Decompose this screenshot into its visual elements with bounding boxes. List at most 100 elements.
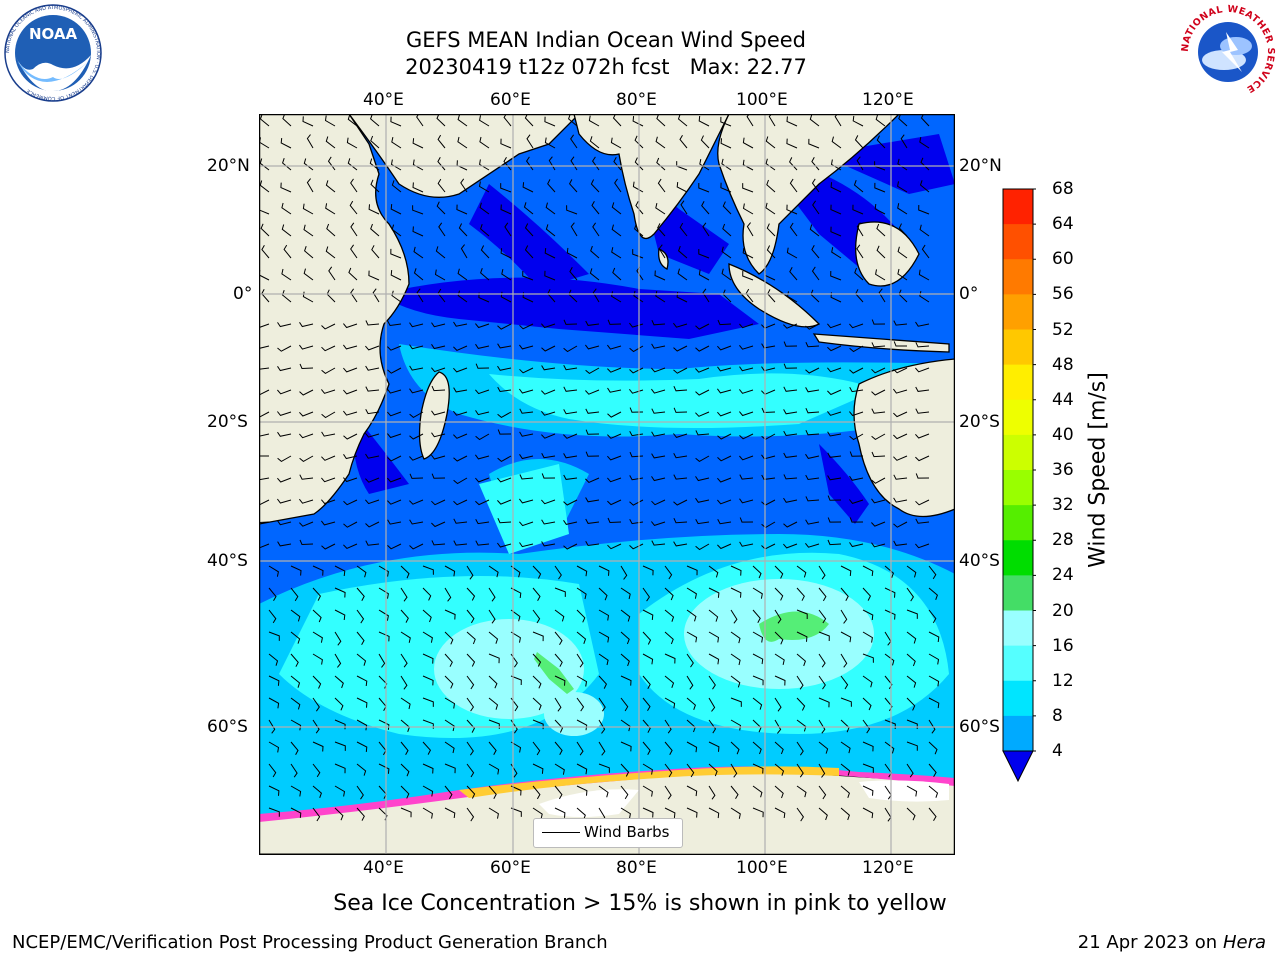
wind-barb [862, 741, 874, 752]
wind-barb [548, 156, 556, 171]
wind-barb [391, 180, 402, 193]
wind-barb [840, 609, 848, 624]
wind-barb [321, 411, 336, 419]
wind-barb [796, 609, 808, 619]
wind-barb [299, 539, 314, 546]
wind-barb [893, 455, 908, 461]
wind-barb [695, 430, 710, 436]
lat-label-left-40s: 40°S [207, 551, 248, 571]
wind-barb [811, 157, 820, 171]
wind-barb [893, 540, 908, 546]
wind-barb [568, 114, 578, 127]
wind-barb [343, 344, 358, 350]
wind-barb [570, 222, 578, 237]
wind-barb [409, 519, 424, 525]
wind-barb [563, 386, 578, 392]
wind-barb [299, 498, 314, 504]
wind-barb [460, 178, 468, 193]
wind-barb [739, 541, 754, 547]
wind-barb [898, 223, 908, 237]
wind-barb [720, 182, 732, 193]
wind-barb [654, 270, 666, 281]
wind-barb [612, 267, 622, 281]
wind-barb [849, 542, 864, 548]
wind-barb [884, 653, 895, 666]
wind-barb [497, 343, 512, 349]
wind-barb [752, 587, 763, 599]
wind-barb [277, 366, 292, 372]
wind-barb [413, 268, 424, 281]
wind-barb [281, 224, 292, 237]
wind-barb [566, 205, 578, 215]
wind-barb [290, 741, 299, 756]
wind-barb [400, 587, 408, 602]
wind-barb [761, 407, 776, 414]
wind-barb [387, 411, 402, 417]
noaa-logo: NOAA NATIONAL OCEANIC AND ATMOSPHERIC AD… [3, 3, 103, 103]
colorbar-tick-label: 4 [1052, 741, 1063, 761]
wind-barb [928, 631, 940, 643]
wind-barb [400, 631, 411, 643]
wind-barb [585, 408, 600, 414]
wind-barb [349, 200, 358, 215]
wind-barb [431, 521, 446, 528]
nws-logo: NATIONAL WEATHER SERVICE [1178, 2, 1278, 102]
wind-barb [444, 697, 456, 709]
wind-barb [277, 541, 292, 547]
lon-label-top-40e: 40°E [363, 90, 404, 110]
wind-barb [831, 136, 842, 149]
wind-barb [519, 542, 534, 548]
wind-barbs-legend: Wind Barbs [533, 818, 683, 848]
wind-barb [475, 433, 490, 441]
wind-barb [783, 474, 798, 480]
wind-barb [746, 222, 754, 237]
wind-barb [334, 653, 342, 668]
wind-barb [613, 156, 622, 171]
wind-barb [919, 137, 930, 149]
wind-barb [642, 631, 652, 645]
wind-barb [796, 697, 806, 711]
wind-barb [370, 135, 380, 149]
wind-barb [268, 697, 280, 709]
colorbar-segment [1003, 540, 1033, 576]
wind-barb [915, 386, 930, 392]
wind-barb [422, 763, 434, 774]
wind-barb [783, 543, 798, 549]
wind-barb [519, 474, 534, 480]
wind-barb [620, 741, 632, 752]
wind-barb [413, 246, 424, 259]
wind-barb [898, 114, 908, 127]
wind-barb [739, 517, 754, 523]
colorbar-tick-label: 52 [1052, 319, 1074, 340]
wind-barb [422, 807, 433, 819]
wind-barb [510, 631, 521, 643]
wind-barb [752, 653, 764, 665]
wind-barb [657, 178, 666, 193]
wind-barb [677, 114, 688, 127]
wind-barb [766, 245, 776, 259]
wind-barb [321, 389, 336, 394]
wind-barb [532, 785, 541, 800]
wind-barb [642, 653, 654, 665]
lon-label-bottom-80e: 80°E [616, 858, 657, 878]
wind-barb [576, 763, 588, 775]
wind-barb [479, 136, 490, 149]
wind-barb [611, 291, 622, 303]
wind-barb [365, 408, 380, 415]
wind-barb [268, 807, 280, 817]
wind-barb [651, 521, 666, 526]
wind-barb [444, 631, 454, 645]
wind-barb [673, 407, 688, 413]
wind-barb [796, 631, 808, 642]
wind-barb [576, 609, 586, 623]
wind-barb [576, 697, 585, 712]
wind-barb [390, 116, 402, 127]
wind-barb [717, 543, 732, 550]
wind-barb [387, 320, 402, 327]
wind-barb [830, 159, 842, 171]
wind-barb [422, 587, 432, 601]
wind-barb [466, 675, 475, 690]
wind-barb [585, 367, 600, 375]
wind-barb [334, 697, 344, 711]
wind-barb [290, 807, 302, 818]
